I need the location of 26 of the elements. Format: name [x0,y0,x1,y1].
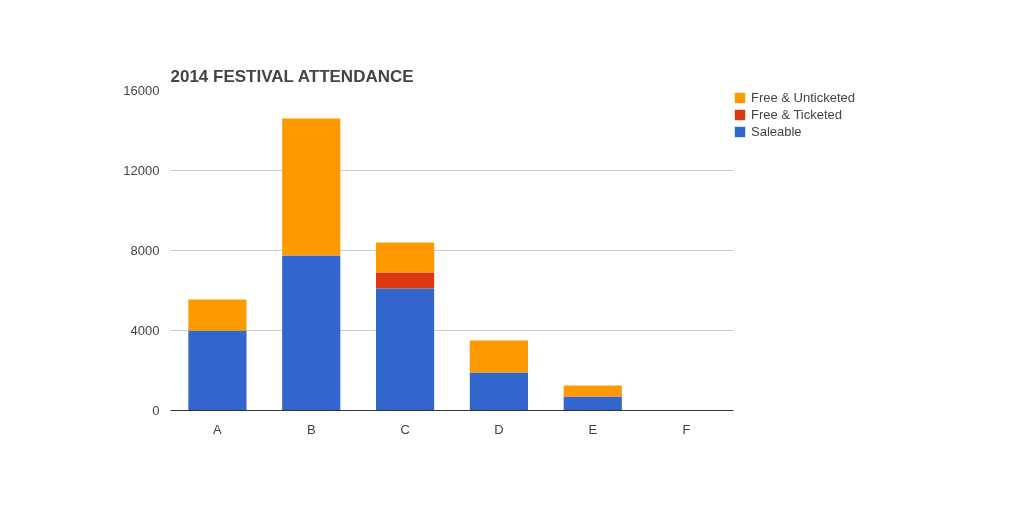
bar [188,299,247,331]
bar [375,272,435,289]
bar [375,242,435,273]
legend-label: Free & Unticketed [751,90,856,105]
bar [282,118,341,256]
y-tick-label: 16000 [123,83,160,98]
x-tick-label: F [682,421,691,437]
x-tick-label: E [588,421,598,437]
chart-title: 2014 FESTIVAL ATTENDANCE [170,66,414,86]
bar [282,255,341,411]
y-tick-label: 0 [152,403,160,418]
y-tick-label: 12000 [123,163,160,178]
x-tick-label: B [306,421,316,437]
bar [375,288,435,411]
bar [469,372,529,411]
legend-label: Saleable [751,124,802,139]
legend-label: Free & Ticketed [751,107,843,122]
bar [563,385,622,397]
bar [563,396,622,411]
y-tick-label: 4000 [130,323,160,338]
x-tick-label: D [494,421,504,437]
x-tick-label: A [213,421,223,437]
y-tick-label: 8000 [130,243,160,258]
bar [188,330,247,411]
bar [469,340,529,373]
x-tick-label: C [400,421,410,437]
